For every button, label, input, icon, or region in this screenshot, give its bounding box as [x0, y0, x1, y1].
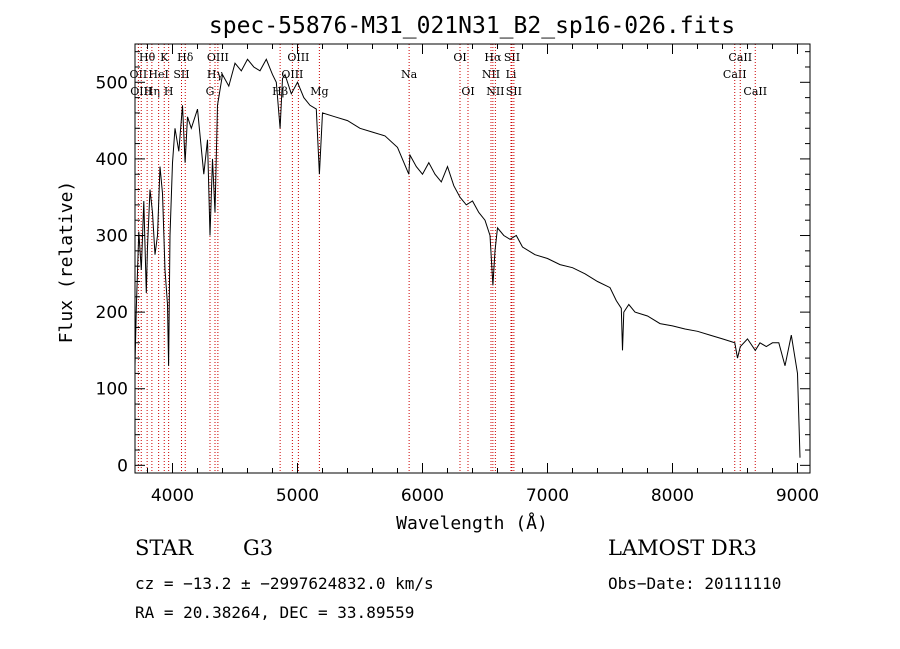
line-marker-label-5: K	[160, 51, 169, 64]
line-marker-label-21: NII	[486, 85, 504, 98]
line-marker-label-20: Hα	[484, 51, 502, 64]
line-marker-label-2: Hθ	[139, 51, 156, 64]
plot-frame	[134, 43, 811, 474]
survey-name: LAMOST DR3	[608, 536, 757, 560]
axes-layer: 4000 5000 6000 7000 8000 9000 0 100 200 300 400 500	[96, 44, 819, 506]
y-tick-label-1: 100	[96, 380, 128, 400]
y-axis-label: Flux (relative)	[56, 181, 77, 344]
redshift-readout: cz = −13.2 ± −2997624832.0 km/s	[135, 574, 434, 593]
chart-title: spec-55876-M31_021N31_B2_sp16-026.fits	[209, 13, 735, 39]
line-marker-label-3: Hη	[144, 85, 160, 98]
y-tick-label-2: 200	[96, 303, 128, 323]
line-marker-label-11: OIII	[207, 51, 229, 64]
x-tick-label-0: 4000	[151, 486, 194, 506]
x-tick-label-1: 5000	[276, 486, 319, 506]
series-layer	[134, 58, 801, 458]
line-marker-label-6: H	[164, 85, 174, 98]
line-marker-label-17: OI	[453, 51, 466, 64]
y-tick-label-0: 0	[117, 456, 128, 476]
line-marker-label-7: SII	[173, 68, 189, 81]
line-marker-label-1: OIII	[130, 85, 152, 98]
line-marker-label-12: Hβ	[272, 85, 288, 98]
object-class: G3	[243, 536, 274, 560]
line-marker-label-8: Hδ	[177, 51, 194, 64]
line-marker-label-26: CaII	[728, 51, 752, 64]
line-marker-label-19: NII	[482, 68, 500, 81]
line-marker-label-27: CaII	[743, 85, 767, 98]
object-type: STAR	[135, 536, 194, 560]
x-tick-label-3: 7000	[526, 486, 569, 506]
ra-dec-readout: RA = 20.38264, DEC = 33.89559	[135, 603, 415, 622]
x-tick-label-4: 8000	[651, 486, 694, 506]
line-marker-label-25: CaII	[723, 68, 747, 81]
y-tick-label-3: 300	[96, 227, 128, 247]
y-tick-label-5: 500	[96, 73, 128, 93]
line-marker-label-0: OII	[130, 68, 148, 81]
line-marker-label-4: HeI	[148, 68, 168, 81]
line-marker-label-16: Na	[401, 68, 418, 81]
line-marker-label-24: SII	[506, 85, 522, 98]
obs-date: Obs−Date: 20111110	[608, 574, 782, 593]
line-marker-label-22: Li	[506, 68, 517, 81]
y-tick-label-4: 400	[96, 150, 128, 170]
x-tick-label-2: 6000	[401, 486, 444, 506]
line-marker-label-14: OIII	[287, 51, 309, 64]
line-marker-label-18: OI	[461, 85, 474, 98]
line-marker-label-9: G	[206, 85, 215, 98]
line-marker-label-23: SII	[504, 51, 520, 64]
series-line-0	[134, 58, 801, 458]
x-axis-label: Wavelength (Å)	[396, 512, 548, 534]
line-marker-label-15: Mg	[310, 85, 328, 98]
line-marker-label-10: Hγ	[207, 68, 224, 81]
x-tick-label-5: 9000	[776, 486, 819, 506]
spectral-line-markers: OIIOIIIHθHηHeIKHSIIHδGHγOIIIHβOIIIOIIIMg…	[130, 44, 767, 473]
